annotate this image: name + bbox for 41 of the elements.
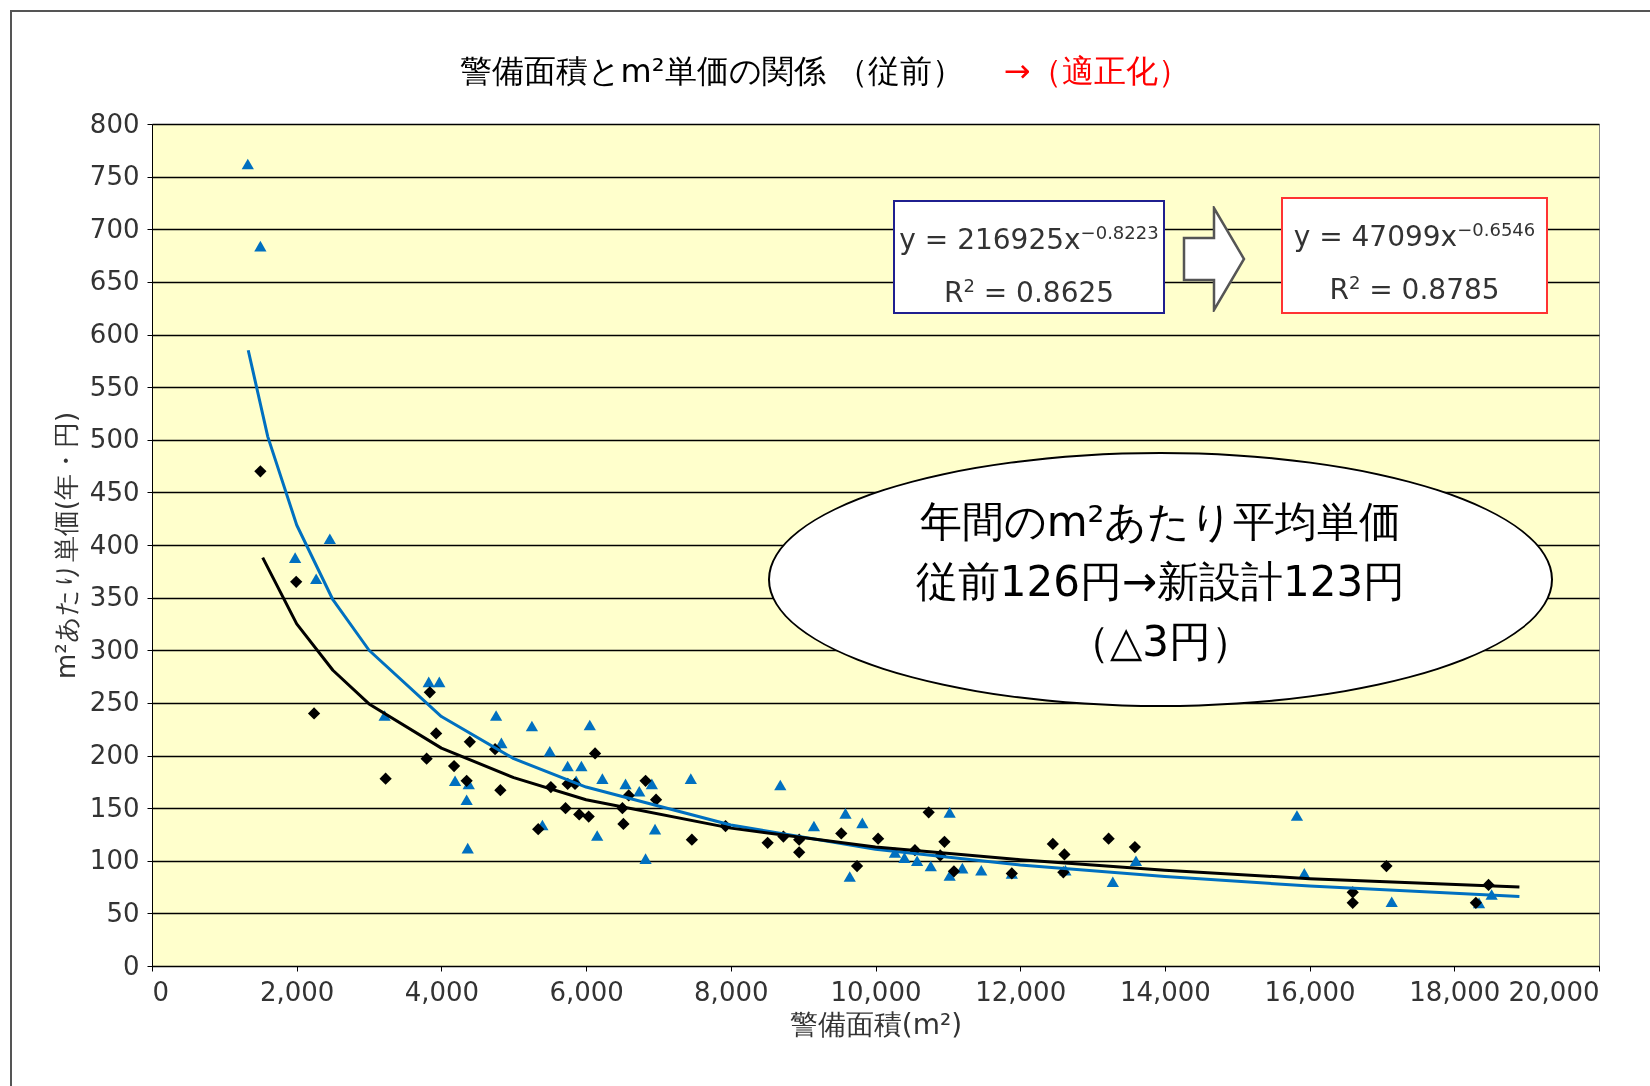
chart-title: 警備面積とm²単価の関係 （従前） [459, 52, 964, 90]
y-tick-label: 150 [89, 792, 140, 823]
x-tick-label: 20,000 [1508, 976, 1600, 1007]
y-tick-label: 200 [89, 740, 140, 770]
chart-subtitle: →（適正化） [1003, 52, 1191, 90]
annotation: 従前126円→新設計123円 [914, 556, 1407, 608]
y-tick-label: 550 [89, 371, 140, 402]
x-tick-label: 16,000 [1264, 976, 1356, 1007]
annotation: （△3円） [1067, 616, 1254, 668]
y-tick-label: 350 [89, 582, 140, 613]
y-tick-label: 700 [89, 213, 140, 244]
x-tick-label: 8,000 [694, 976, 769, 1007]
y-tick-label: 100 [89, 845, 140, 876]
y-tick-label: 600 [89, 319, 140, 349]
y-tick-label: 750 [89, 161, 140, 192]
equation-box: y = 216925x$^{−0.8223}$ R$^{2}$ = 0.8625 [893, 200, 1165, 314]
y-tick-label: 500 [89, 424, 140, 455]
annotation: 年間のm²あたり平均単価 [918, 496, 1403, 548]
x-tick-label: 14,000 [1119, 976, 1211, 1007]
annotation: y = 47099x$^{−0.6546}$ [1292, 218, 1537, 256]
x-tick-label: 0 [152, 976, 170, 1007]
y-tick-label: 300 [89, 634, 140, 665]
annotation: R$^{2}$ = 0.8785 [1328, 271, 1501, 309]
y-axis-title: m²あたり単価(年・円) [50, 411, 81, 680]
x-tick-label: 12,000 [975, 976, 1067, 1007]
y-tick-label: 450 [89, 476, 140, 507]
x-tick-label: 10,000 [830, 976, 922, 1007]
y-tick-label: 650 [89, 266, 140, 297]
equation-box: y = 47099x$^{−0.6546}$ R$^{2}$ = 0.8785 [1281, 197, 1548, 314]
x-tick-label: 6,000 [549, 976, 624, 1007]
x-tick-label: 4,000 [404, 976, 480, 1007]
annotation: y = 216925x$^{−0.8223}$ [898, 221, 1160, 259]
x-axis-title: 警備面積(m²) [789, 1007, 963, 1041]
y-tick-label: 0 [122, 950, 140, 981]
x-tick-label: 2,000 [259, 976, 335, 1007]
y-tick-label: 250 [89, 687, 140, 718]
x-tick-label: 18,000 [1409, 976, 1501, 1007]
annotation: R$^{2}$ = 0.8625 [942, 274, 1116, 312]
y-tick-label: 400 [89, 529, 140, 560]
y-tick-label: 50 [106, 897, 140, 928]
y-tick-label: 800 [89, 108, 140, 139]
